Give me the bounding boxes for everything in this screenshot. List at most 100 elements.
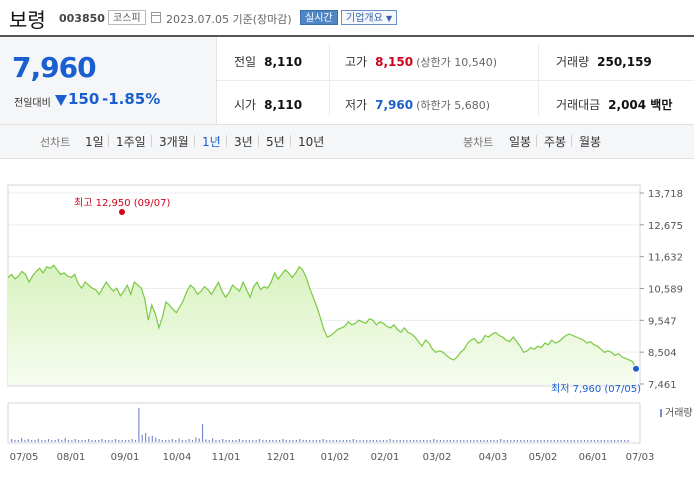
high-annotation: 최고 12,950 (09/07) (74, 197, 170, 209)
volume-bar (225, 440, 227, 442)
volume-bar (399, 440, 401, 442)
volume-bar (543, 440, 545, 442)
volume-bar (540, 440, 542, 442)
volume-legend-label: 거래량 (665, 407, 693, 419)
y-tick-label: 9,547 (648, 316, 677, 327)
x-tick-label: 06/01 (579, 452, 608, 463)
volume-bar (165, 440, 167, 442)
volume-bar (466, 440, 468, 442)
company-info-label: 기업개요 (346, 13, 383, 24)
y-tick-label: 13,718 (648, 189, 683, 200)
tab-1y[interactable]: 1년 (202, 135, 221, 149)
volume-bar (57, 439, 60, 442)
current-price-panel: 7,960 전일대비 150 -1.85% (0, 37, 217, 124)
x-tick-label: 01/02 (321, 452, 350, 463)
volume-bar (258, 439, 261, 442)
y-tick-label: 10,589 (648, 285, 683, 296)
volume-bar (11, 439, 13, 442)
volume-bar (500, 439, 502, 442)
volume-bar (526, 440, 529, 442)
volume-bar (416, 440, 418, 442)
volume-bar (44, 440, 46, 442)
volume-bar (292, 440, 294, 442)
tab-daily[interactable]: 일봉 (509, 135, 532, 149)
volume-bar (141, 434, 143, 442)
volume-bar (222, 439, 224, 442)
volume-bar (506, 440, 508, 442)
volume-bar (158, 439, 160, 442)
volume-bar (268, 440, 271, 442)
realtime-button[interactable]: 실시간 (300, 10, 338, 25)
x-tick-label: 04/03 (479, 452, 508, 463)
tab-3y[interactable]: 3년 (234, 135, 253, 149)
volume-bar (577, 440, 579, 442)
x-tick-label: 10/04 (163, 452, 192, 463)
stock-code: 003850 (59, 12, 105, 25)
x-tick-label: 09/01 (111, 452, 140, 463)
volume-bar (590, 440, 592, 442)
volume-bar (262, 440, 264, 442)
volume-bar (47, 439, 50, 442)
y-tick-label: 12,675 (648, 221, 683, 232)
change-label: 전일대비 (14, 98, 51, 109)
volume-bar (583, 440, 586, 442)
volume-bar (563, 440, 565, 442)
stats-row-divider (217, 80, 694, 81)
x-tick-label: 02/01 (371, 452, 400, 463)
stat-amount: 거래대금 2,004 백만 (556, 98, 673, 112)
volume-bar (593, 440, 596, 442)
volume-bar (71, 440, 73, 442)
volume-bar (245, 440, 247, 442)
volume-bar (426, 440, 428, 442)
volume-bar (14, 440, 16, 442)
x-tick-label: 12/01 (267, 452, 296, 463)
volume-bar (17, 440, 19, 442)
volume-bar (91, 440, 93, 442)
volume-bar (523, 440, 525, 442)
volume-bar (392, 440, 395, 442)
volume-bar (557, 440, 559, 442)
volume-bar (74, 439, 76, 442)
volume-bar (175, 440, 177, 442)
tab-3m[interactable]: 3개월 (159, 135, 189, 149)
stock-name: 보령 (9, 8, 46, 32)
volume-bar (553, 440, 555, 442)
volume-bar (560, 440, 562, 442)
tab-1w[interactable]: 1주일 (116, 135, 146, 149)
volume-bar (510, 440, 512, 442)
volume-bar (533, 440, 535, 442)
volume-bar (335, 440, 338, 442)
volume-bar (325, 440, 328, 442)
volume-bar (362, 440, 364, 442)
x-tick-label: 08/01 (57, 452, 86, 463)
volume-bar (185, 440, 187, 442)
volume-bar (573, 440, 575, 442)
tab-monthly[interactable]: 월봉 (579, 135, 602, 149)
company-info-dropdown[interactable]: 기업개요 ▼ (341, 10, 398, 25)
volume-frame (7, 402, 641, 444)
y-tick-label: 11,632 (648, 253, 683, 264)
volume-bar (232, 440, 234, 442)
volume-bar (37, 439, 39, 442)
volume-bar (171, 439, 173, 442)
volume-bar (567, 440, 569, 442)
volume-bar (279, 440, 281, 442)
volume-bar (208, 440, 210, 442)
volume-bar (81, 440, 83, 442)
volume-bar (449, 440, 452, 442)
tab-10y[interactable]: 10년 (298, 135, 325, 149)
volume-bar (67, 440, 70, 442)
volume-bar (31, 440, 33, 442)
volume-bar (285, 440, 287, 442)
volume-bar (587, 440, 589, 442)
volume-bar (356, 440, 358, 442)
tab-weekly[interactable]: 주봉 (544, 135, 567, 149)
tab-5y[interactable]: 5년 (266, 135, 285, 149)
volume-bar (312, 440, 314, 442)
volume-bar (389, 439, 391, 442)
tab-1d[interactable]: 1일 (85, 135, 104, 149)
volume-bar (78, 440, 80, 442)
volume-bar (218, 440, 220, 442)
volume-bar (121, 440, 123, 442)
x-tick-label: 03/02 (423, 452, 452, 463)
